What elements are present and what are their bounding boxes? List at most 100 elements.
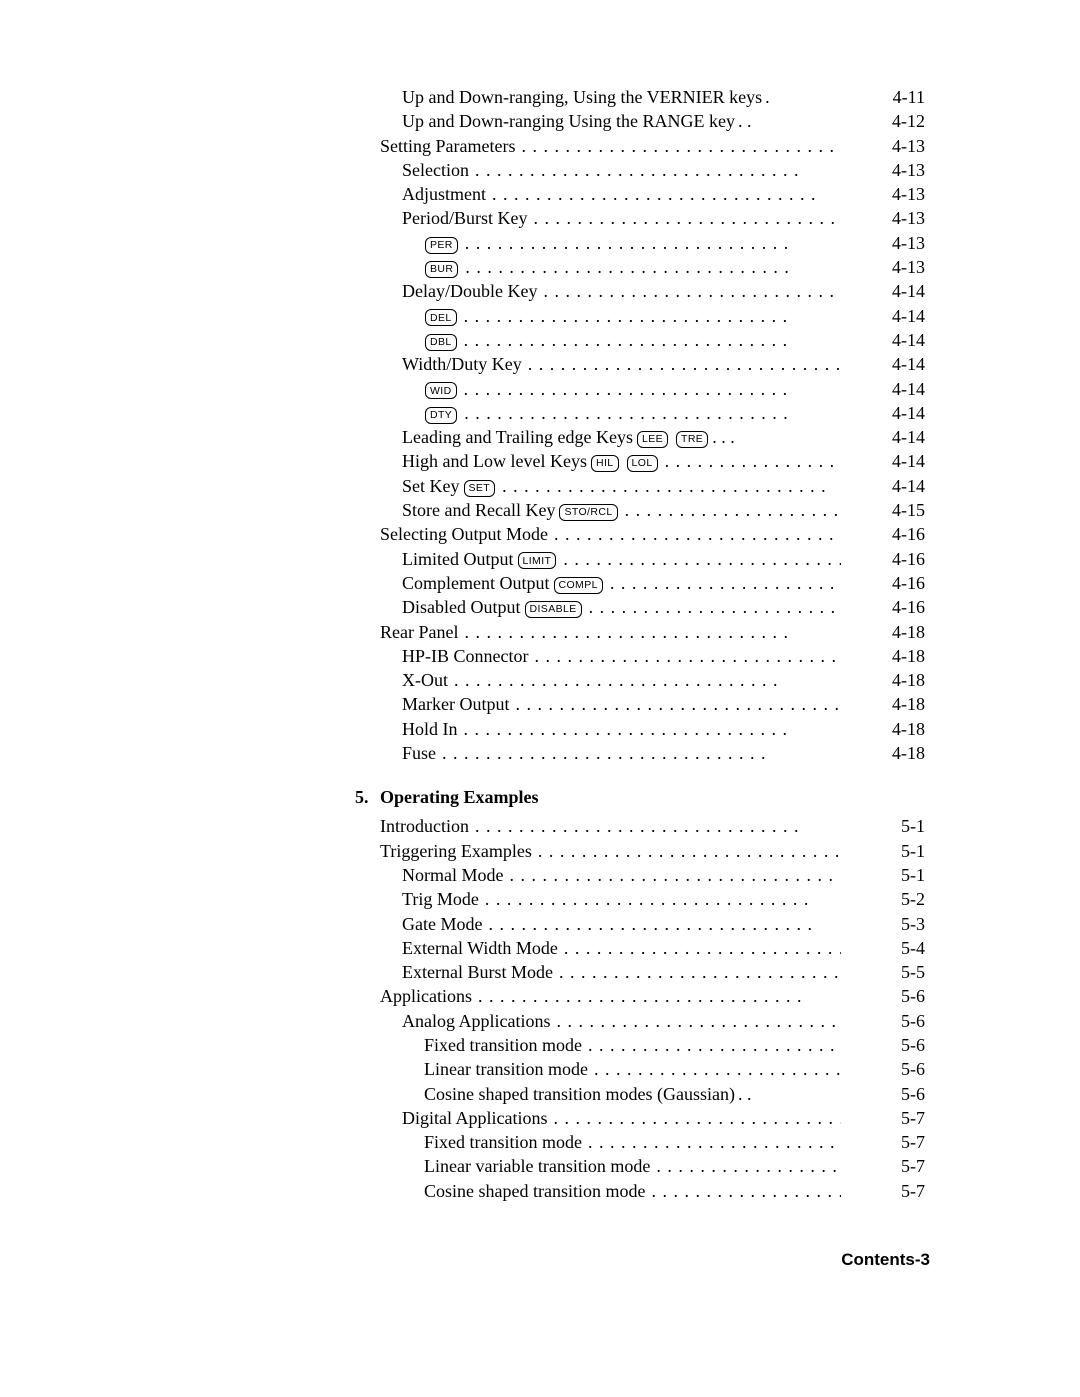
- toc-entry-label: Selection: [402, 158, 469, 182]
- toc-entry: WID4-14: [380, 377, 925, 401]
- section-number: 5.: [355, 787, 380, 808]
- toc-entry-page: 4-13: [877, 158, 925, 182]
- toc-entry-label: Fuse: [402, 741, 436, 765]
- key-label-icon: WID: [425, 382, 457, 399]
- toc-entry-page: 5-6: [877, 1082, 925, 1106]
- toc-entry: Triggering Examples5-1: [380, 839, 925, 863]
- dot-leader: [651, 1179, 841, 1203]
- toc-entry-label: Digital Applications: [402, 1106, 548, 1130]
- dot-leader: [492, 182, 841, 206]
- toc-entry-page: 4-15: [877, 498, 925, 522]
- dot-leader: [665, 449, 841, 473]
- dot-leader: [465, 231, 841, 255]
- toc-entry: Selection 4-13: [380, 158, 925, 182]
- toc-entry: Store and Recall Key STO/RCL 4-15: [380, 498, 925, 522]
- toc-entry-label: Rear Panel: [380, 620, 458, 644]
- dot-leader: [594, 1057, 841, 1081]
- page-footer-label: Contents-3: [841, 1250, 930, 1270]
- toc-entry: Hold In 4-18: [380, 717, 925, 741]
- toc-entry-label: Delay/Double Key: [402, 279, 537, 303]
- toc-entry-page: 4-14: [877, 304, 925, 328]
- key-label-icon: LEE: [637, 431, 668, 448]
- toc-entry-label: BUR: [424, 262, 459, 279]
- toc-entry-label: DBL: [424, 335, 458, 352]
- key-label-icon: SET: [464, 480, 496, 497]
- toc-entry: Introduction 5-1: [380, 814, 925, 838]
- toc-entry-page: 5-7: [877, 1154, 925, 1178]
- toc-entry-label: Cosine shaped transition mode: [424, 1179, 645, 1203]
- toc-entry: Leading and Trailing edge Keys LEE TRE .…: [380, 425, 925, 449]
- toc-entry-page: 4-14: [877, 449, 925, 473]
- toc-entry-page: 5-6: [877, 1033, 925, 1057]
- toc-entry: Cosine shaped transition modes (Gaussian…: [380, 1082, 925, 1106]
- dot-leader: [475, 158, 841, 182]
- dot-leader: [485, 887, 841, 911]
- dot-leader: [442, 741, 841, 765]
- toc-entry: Gate Mode5-3: [380, 912, 925, 936]
- dot-leader: [588, 1033, 841, 1057]
- dot-leader: [454, 668, 841, 692]
- toc-entry-page: 4-18: [877, 620, 925, 644]
- toc-entry: Fuse 4-18: [380, 741, 925, 765]
- dot-leader: [464, 401, 841, 425]
- toc-entry: Fixed transition mode5-7: [380, 1130, 925, 1154]
- toc-entry-label: Up and Down-ranging, Using the VERNIER k…: [402, 85, 770, 109]
- dot-leader: [554, 522, 841, 546]
- toc-entry-page: 5-7: [877, 1179, 925, 1203]
- toc-entry: Up and Down-ranging Using the RANGE key …: [380, 109, 925, 133]
- toc-entry-label: DTY: [424, 408, 458, 425]
- toc-entry-label: Hold In: [402, 717, 458, 741]
- dot-leader: [502, 474, 841, 498]
- toc-entry-page: 5-6: [877, 984, 925, 1008]
- toc-entry-label: PER: [424, 238, 459, 255]
- toc-entry-page: 4-18: [877, 717, 925, 741]
- toc-entry-label: Linear transition mode: [424, 1057, 588, 1081]
- dot-leader: [538, 839, 841, 863]
- toc-entry-label: Store and Recall Key STO/RCL: [402, 498, 619, 522]
- toc-entry-label: Introduction: [380, 814, 469, 838]
- toc-entry-page: 5-1: [877, 814, 925, 838]
- dot-leader: [589, 595, 841, 619]
- toc-entry-label: DEL: [424, 310, 458, 327]
- toc-entry-label: Limited Output LIMIT: [402, 547, 557, 571]
- dot-leader: [475, 814, 841, 838]
- toc-entry: Linear variable transition mode 5-7: [380, 1154, 925, 1178]
- toc-entry-label: Disabled Output DISABLE: [402, 595, 583, 619]
- toc-entry-label: External Width Mode: [402, 936, 558, 960]
- toc-entry: Digital Applications5-7: [380, 1106, 925, 1130]
- key-label-icon: PER: [425, 237, 458, 254]
- toc-entry-page: 4-13: [877, 134, 925, 158]
- toc-entry-page: 4-11: [877, 85, 925, 109]
- toc-entry-page: 5-4: [877, 936, 925, 960]
- toc-entry-page: 4-14: [877, 328, 925, 352]
- toc-entry-label: Up and Down-ranging Using the RANGE key …: [402, 109, 751, 133]
- dot-leader: [521, 134, 841, 158]
- toc-entry: Disabled Output DISABLE4-16: [380, 595, 925, 619]
- toc-entry-label: Applications: [380, 984, 472, 1008]
- dot-leader: [509, 863, 841, 887]
- toc-entry: Selecting Output Mode4-16: [380, 522, 925, 546]
- dot-leader: [554, 1106, 842, 1130]
- toc-entry-page: 4-18: [877, 668, 925, 692]
- toc-page: Up and Down-ranging, Using the VERNIER k…: [380, 85, 925, 1203]
- toc-entry-label: High and Low level Keys HIL LOL: [402, 449, 659, 473]
- toc-entry: Fixed transition mode5-6: [380, 1033, 925, 1057]
- key-label-icon: TRE: [676, 431, 708, 448]
- toc-entry: X-Out4-18: [380, 668, 925, 692]
- toc-block-2: Introduction5-1Triggering Examples5-1Nor…: [380, 814, 925, 1203]
- toc-entry-label: Width/Duty Key: [402, 352, 522, 376]
- dot-leader: [564, 936, 841, 960]
- key-label-icon: DISABLE: [525, 601, 582, 618]
- toc-entry-page: 4-14: [877, 279, 925, 303]
- toc-entry: DBL 4-14: [380, 328, 925, 352]
- toc-entry-label: Linear variable transition mode: [424, 1154, 650, 1178]
- dot-leader: [534, 644, 841, 668]
- toc-entry-page: 4-18: [877, 741, 925, 765]
- toc-entry-label: Triggering Examples: [380, 839, 532, 863]
- toc-entry: DEL 4-14: [380, 304, 925, 328]
- dot-leader: [464, 377, 841, 401]
- toc-entry: Set Key SET4-14: [380, 474, 925, 498]
- key-label-icon: DBL: [425, 334, 457, 351]
- toc-entry-label: Trig Mode: [402, 887, 479, 911]
- toc-entry-page: 4-18: [877, 692, 925, 716]
